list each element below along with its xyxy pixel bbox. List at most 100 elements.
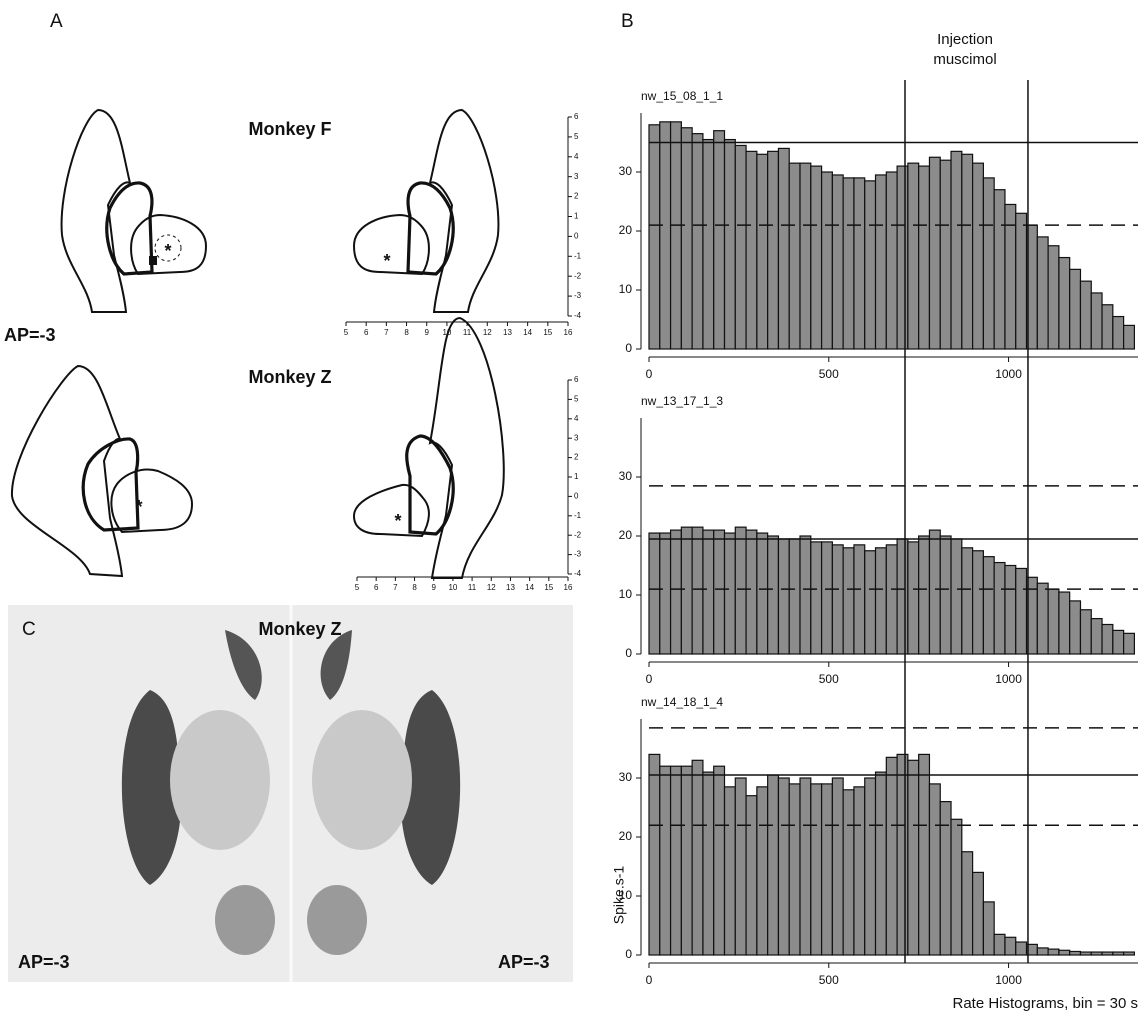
y-tick-label: 10: [619, 587, 633, 601]
y-tick-label: -1: [574, 251, 582, 260]
bar: [767, 150, 780, 350]
bar: [734, 777, 747, 956]
bar: [972, 162, 984, 350]
ap-label: AP=-3: [18, 952, 70, 972]
bar: [1058, 591, 1071, 655]
bar: [1004, 936, 1017, 956]
y-tick-label: 4: [574, 414, 579, 423]
bar: [767, 774, 780, 956]
y-tick-label: 1: [574, 472, 579, 481]
bar: [928, 156, 941, 350]
x-tick-label: 14: [523, 328, 532, 337]
monkey-title: Monkey F: [248, 119, 331, 139]
brain-outline: [10, 364, 194, 578]
bar: [842, 177, 855, 350]
chart-title: nw_14_18_1_4: [641, 695, 723, 709]
x-tick-label: 0: [646, 973, 653, 987]
bar: [1123, 951, 1136, 956]
bar: [788, 783, 801, 956]
bar: [756, 786, 769, 956]
y-tick-label: 5: [574, 132, 579, 141]
bar: [1036, 947, 1049, 956]
bar: [756, 153, 769, 350]
bar: [1058, 949, 1071, 956]
asterisk: *: [394, 511, 401, 531]
x-tick-label: 1000: [995, 672, 1022, 686]
bar: [907, 541, 920, 655]
y-tick-label: -3: [574, 550, 582, 559]
bar: [939, 159, 952, 350]
bar: [745, 529, 758, 655]
bar: [820, 783, 833, 956]
bar: [885, 756, 898, 956]
bar: [896, 165, 909, 350]
bar: [950, 818, 963, 956]
bar: [713, 130, 726, 350]
y-tick-label: -4: [574, 311, 582, 320]
asterisk: *: [164, 241, 171, 261]
injection-label: Injection: [937, 31, 993, 48]
bar: [993, 189, 1006, 350]
y-tick-label: 30: [619, 164, 633, 178]
bar: [691, 759, 704, 956]
bar: [702, 529, 715, 655]
bar: [723, 138, 736, 350]
bar: [745, 795, 758, 956]
y-tick-label: 3: [574, 172, 579, 181]
bar: [972, 871, 984, 956]
y-tick-label: -1: [574, 511, 582, 520]
chart-title: nw_13_17_1_3: [641, 394, 723, 408]
bar: [745, 150, 758, 350]
bar: [1090, 951, 1103, 956]
monkey-title: Monkey Z: [248, 367, 331, 387]
x-tick-label: 6: [364, 328, 369, 337]
ap-label: AP=-3: [498, 952, 550, 972]
bar: [1090, 617, 1103, 655]
histology-image: [8, 605, 573, 982]
x-tick-label: 16: [564, 328, 573, 337]
bar: [680, 127, 693, 350]
bar: [1079, 951, 1092, 956]
bar: [907, 759, 920, 956]
panel-label: B: [621, 11, 634, 32]
bar: [810, 783, 823, 956]
bar: [723, 532, 736, 655]
bar: [928, 783, 941, 956]
bar: [669, 529, 682, 655]
bar: [1069, 950, 1082, 956]
bar: [1036, 582, 1049, 655]
bar: [713, 529, 726, 655]
bar: [842, 547, 855, 655]
x-tick-label: 500: [819, 973, 839, 987]
x-tick-label: 1000: [995, 367, 1022, 381]
x-tick-label: 5: [355, 583, 360, 592]
bar: [810, 541, 823, 655]
panel-label: C: [22, 619, 36, 640]
bar: [820, 541, 833, 655]
x-tick-label: 10: [442, 328, 451, 337]
x-tick-label: 11: [463, 328, 472, 337]
bar: [918, 753, 931, 956]
bar: [810, 165, 823, 350]
bar: [993, 561, 1006, 655]
injection-site: [154, 234, 182, 262]
brain-outline: [352, 316, 505, 579]
bar: [842, 789, 855, 956]
bar: [669, 121, 682, 350]
y-tick-label: 0: [574, 232, 579, 241]
electrode-marker: [149, 256, 157, 265]
bar: [864, 550, 877, 655]
bar: [1036, 236, 1049, 350]
y-tick-label: 20: [619, 223, 633, 237]
bar: [648, 753, 661, 956]
y-tick-label: 0: [625, 646, 632, 660]
y-tick-label: 3: [574, 433, 579, 442]
bar: [1090, 292, 1103, 350]
bar: [896, 753, 909, 956]
chart-title: nw_15_08_1_1: [641, 89, 723, 103]
ap-label: AP=-3: [4, 325, 56, 345]
bar: [702, 771, 715, 956]
y-tick-label: 10: [619, 282, 633, 296]
bar: [1079, 280, 1092, 350]
bar: [659, 532, 672, 655]
